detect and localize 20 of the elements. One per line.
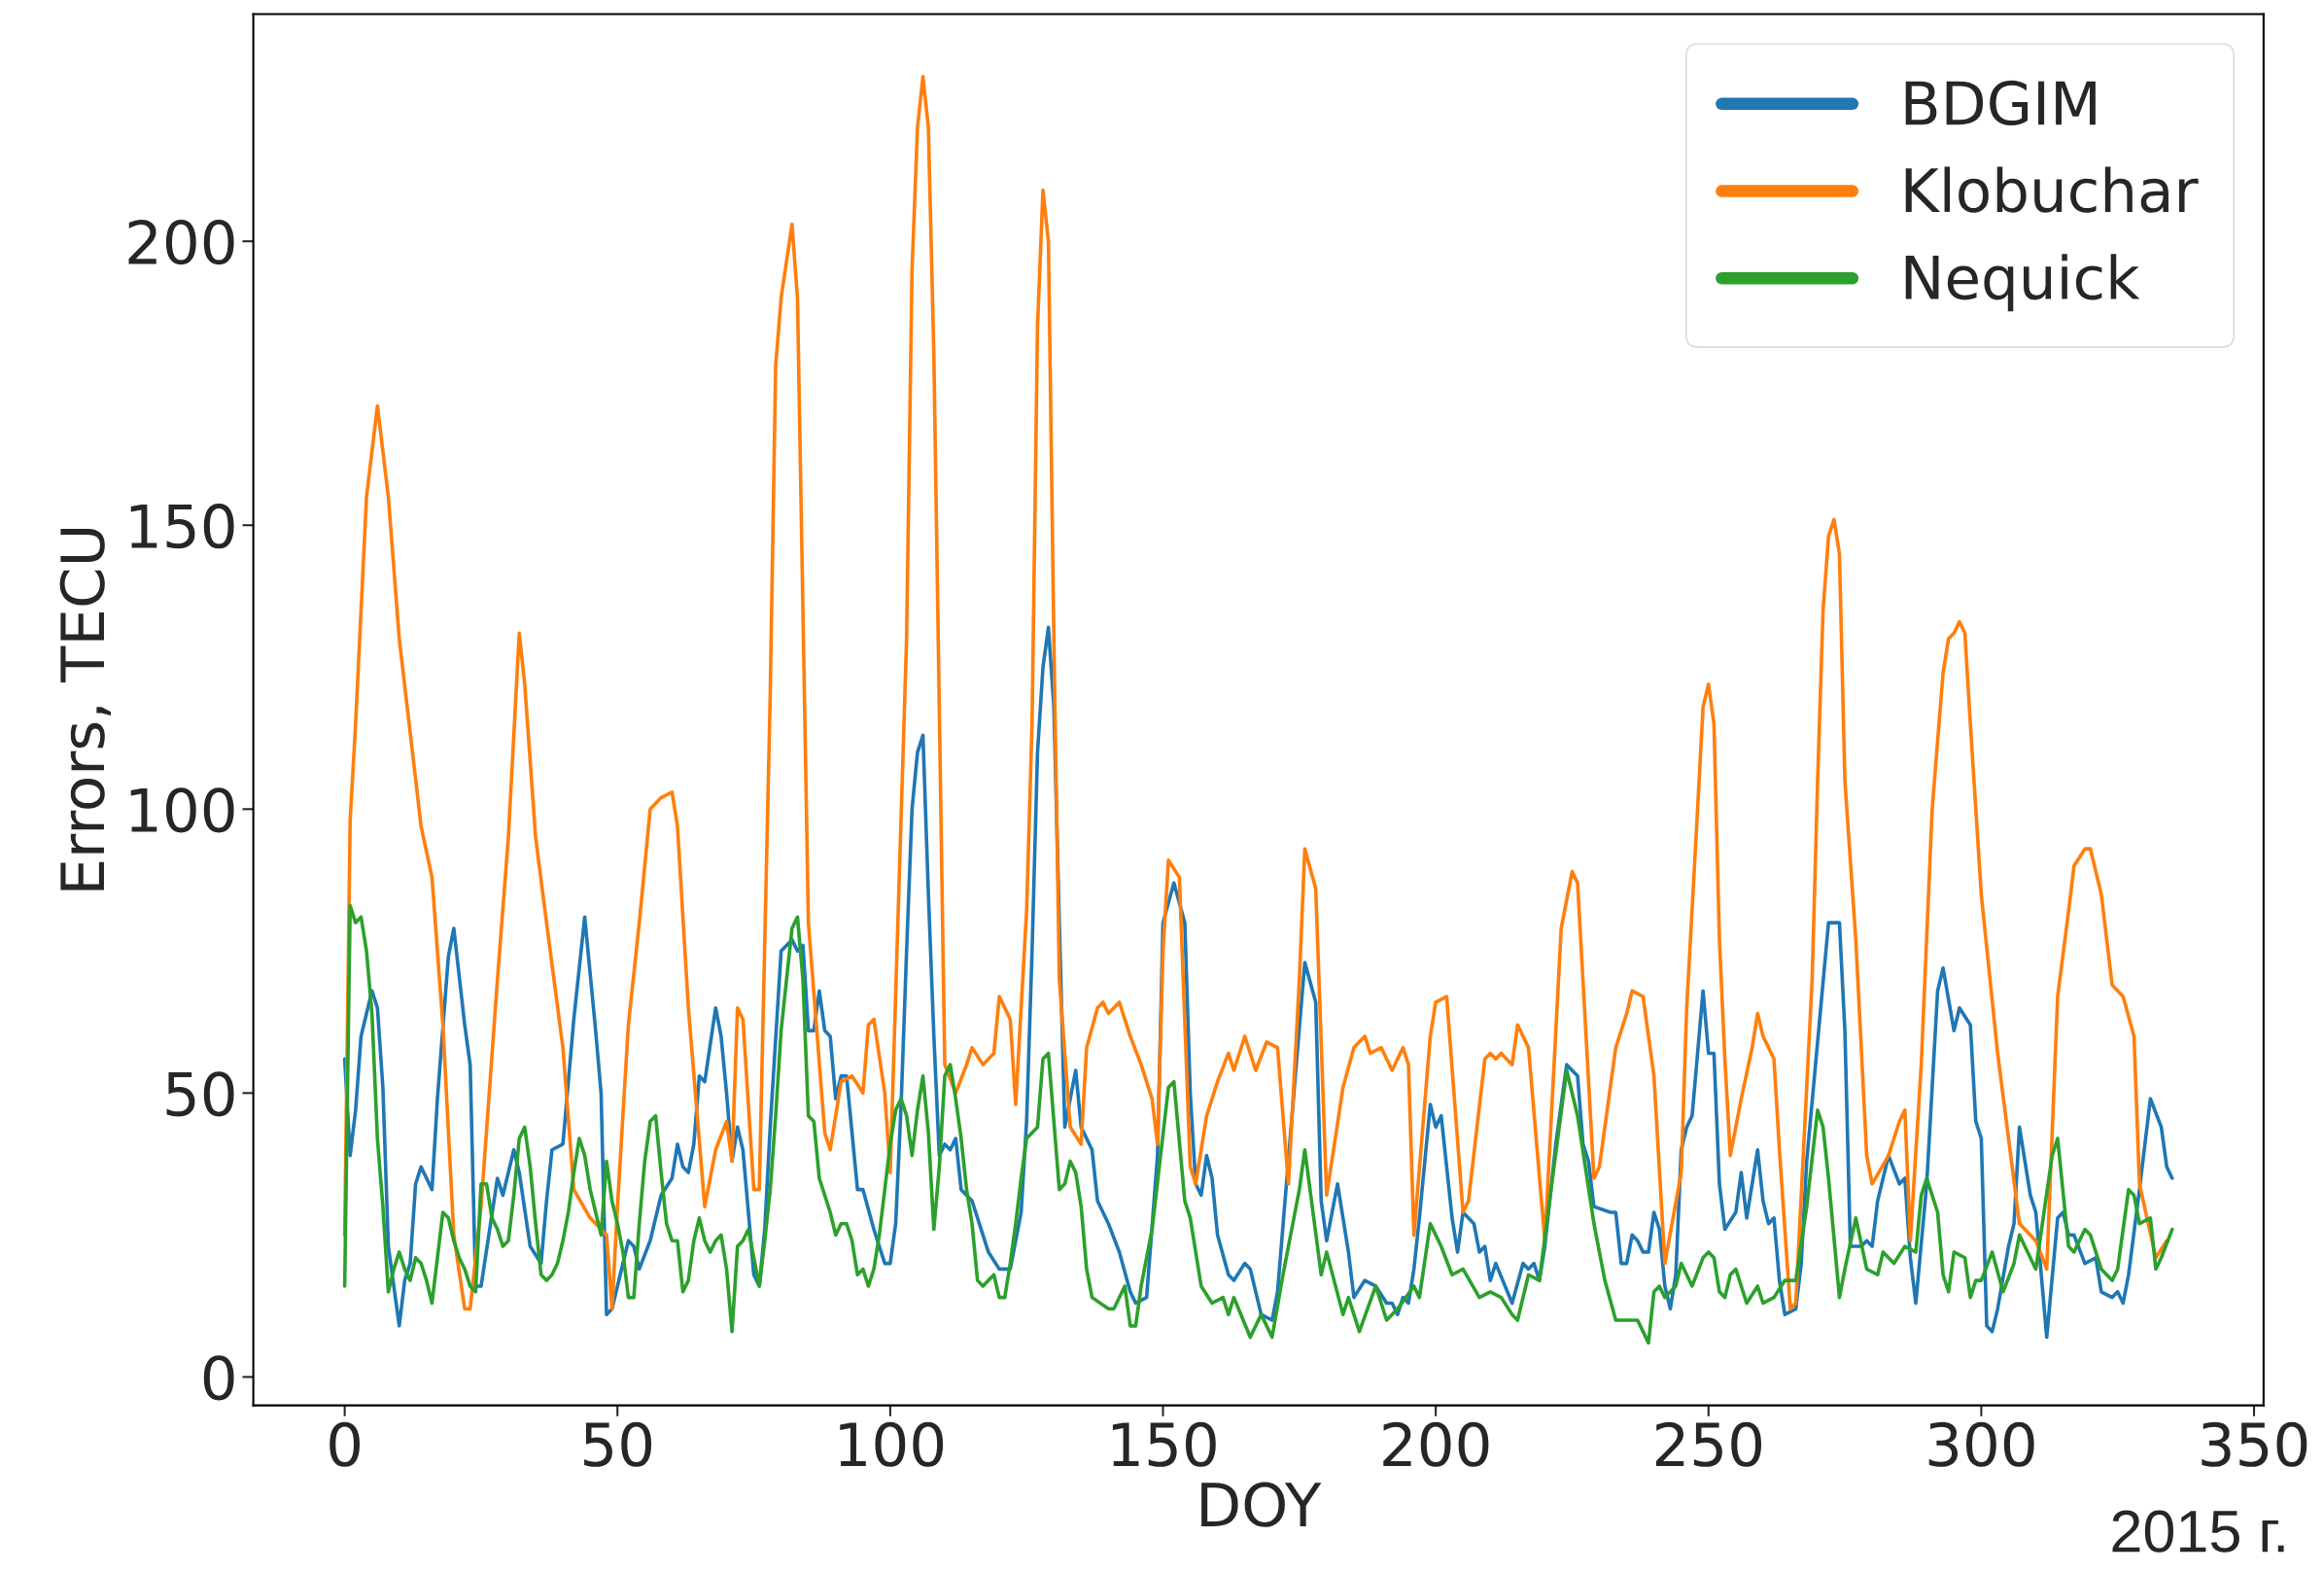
x-tick-label: 0 — [330, 1421, 361, 1467]
legend-label: Nequick — [1905, 254, 2140, 312]
x-tick-label: 300 — [1928, 1421, 2034, 1467]
legend-label: BDGIM — [1905, 80, 2096, 126]
line-series — [342, 903, 2174, 1345]
x-tick-label: 350 — [2202, 1421, 2307, 1467]
y-tick-label: 50 — [166, 1071, 234, 1117]
x-axis-title: DOY — [1201, 1482, 1322, 1527]
x-tick-label: 200 — [1383, 1421, 1489, 1467]
x-tick-label: 150 — [1112, 1421, 1216, 1467]
y-tick-label: 200 — [128, 220, 234, 265]
x-tick-label: 250 — [1655, 1421, 1762, 1467]
legend-label: Klobuchar — [1905, 166, 2199, 213]
y-tick-label: 150 — [130, 504, 234, 549]
y-tick-label: 100 — [130, 787, 234, 833]
x-tick-label: 100 — [840, 1421, 944, 1467]
y-tick-label: 0 — [203, 1355, 234, 1401]
text: 2015 г. — [2112, 1510, 2284, 1553]
x-tick-label: 50 — [584, 1421, 652, 1467]
y-axis-title: Errors, TECU — [59, 528, 112, 891]
